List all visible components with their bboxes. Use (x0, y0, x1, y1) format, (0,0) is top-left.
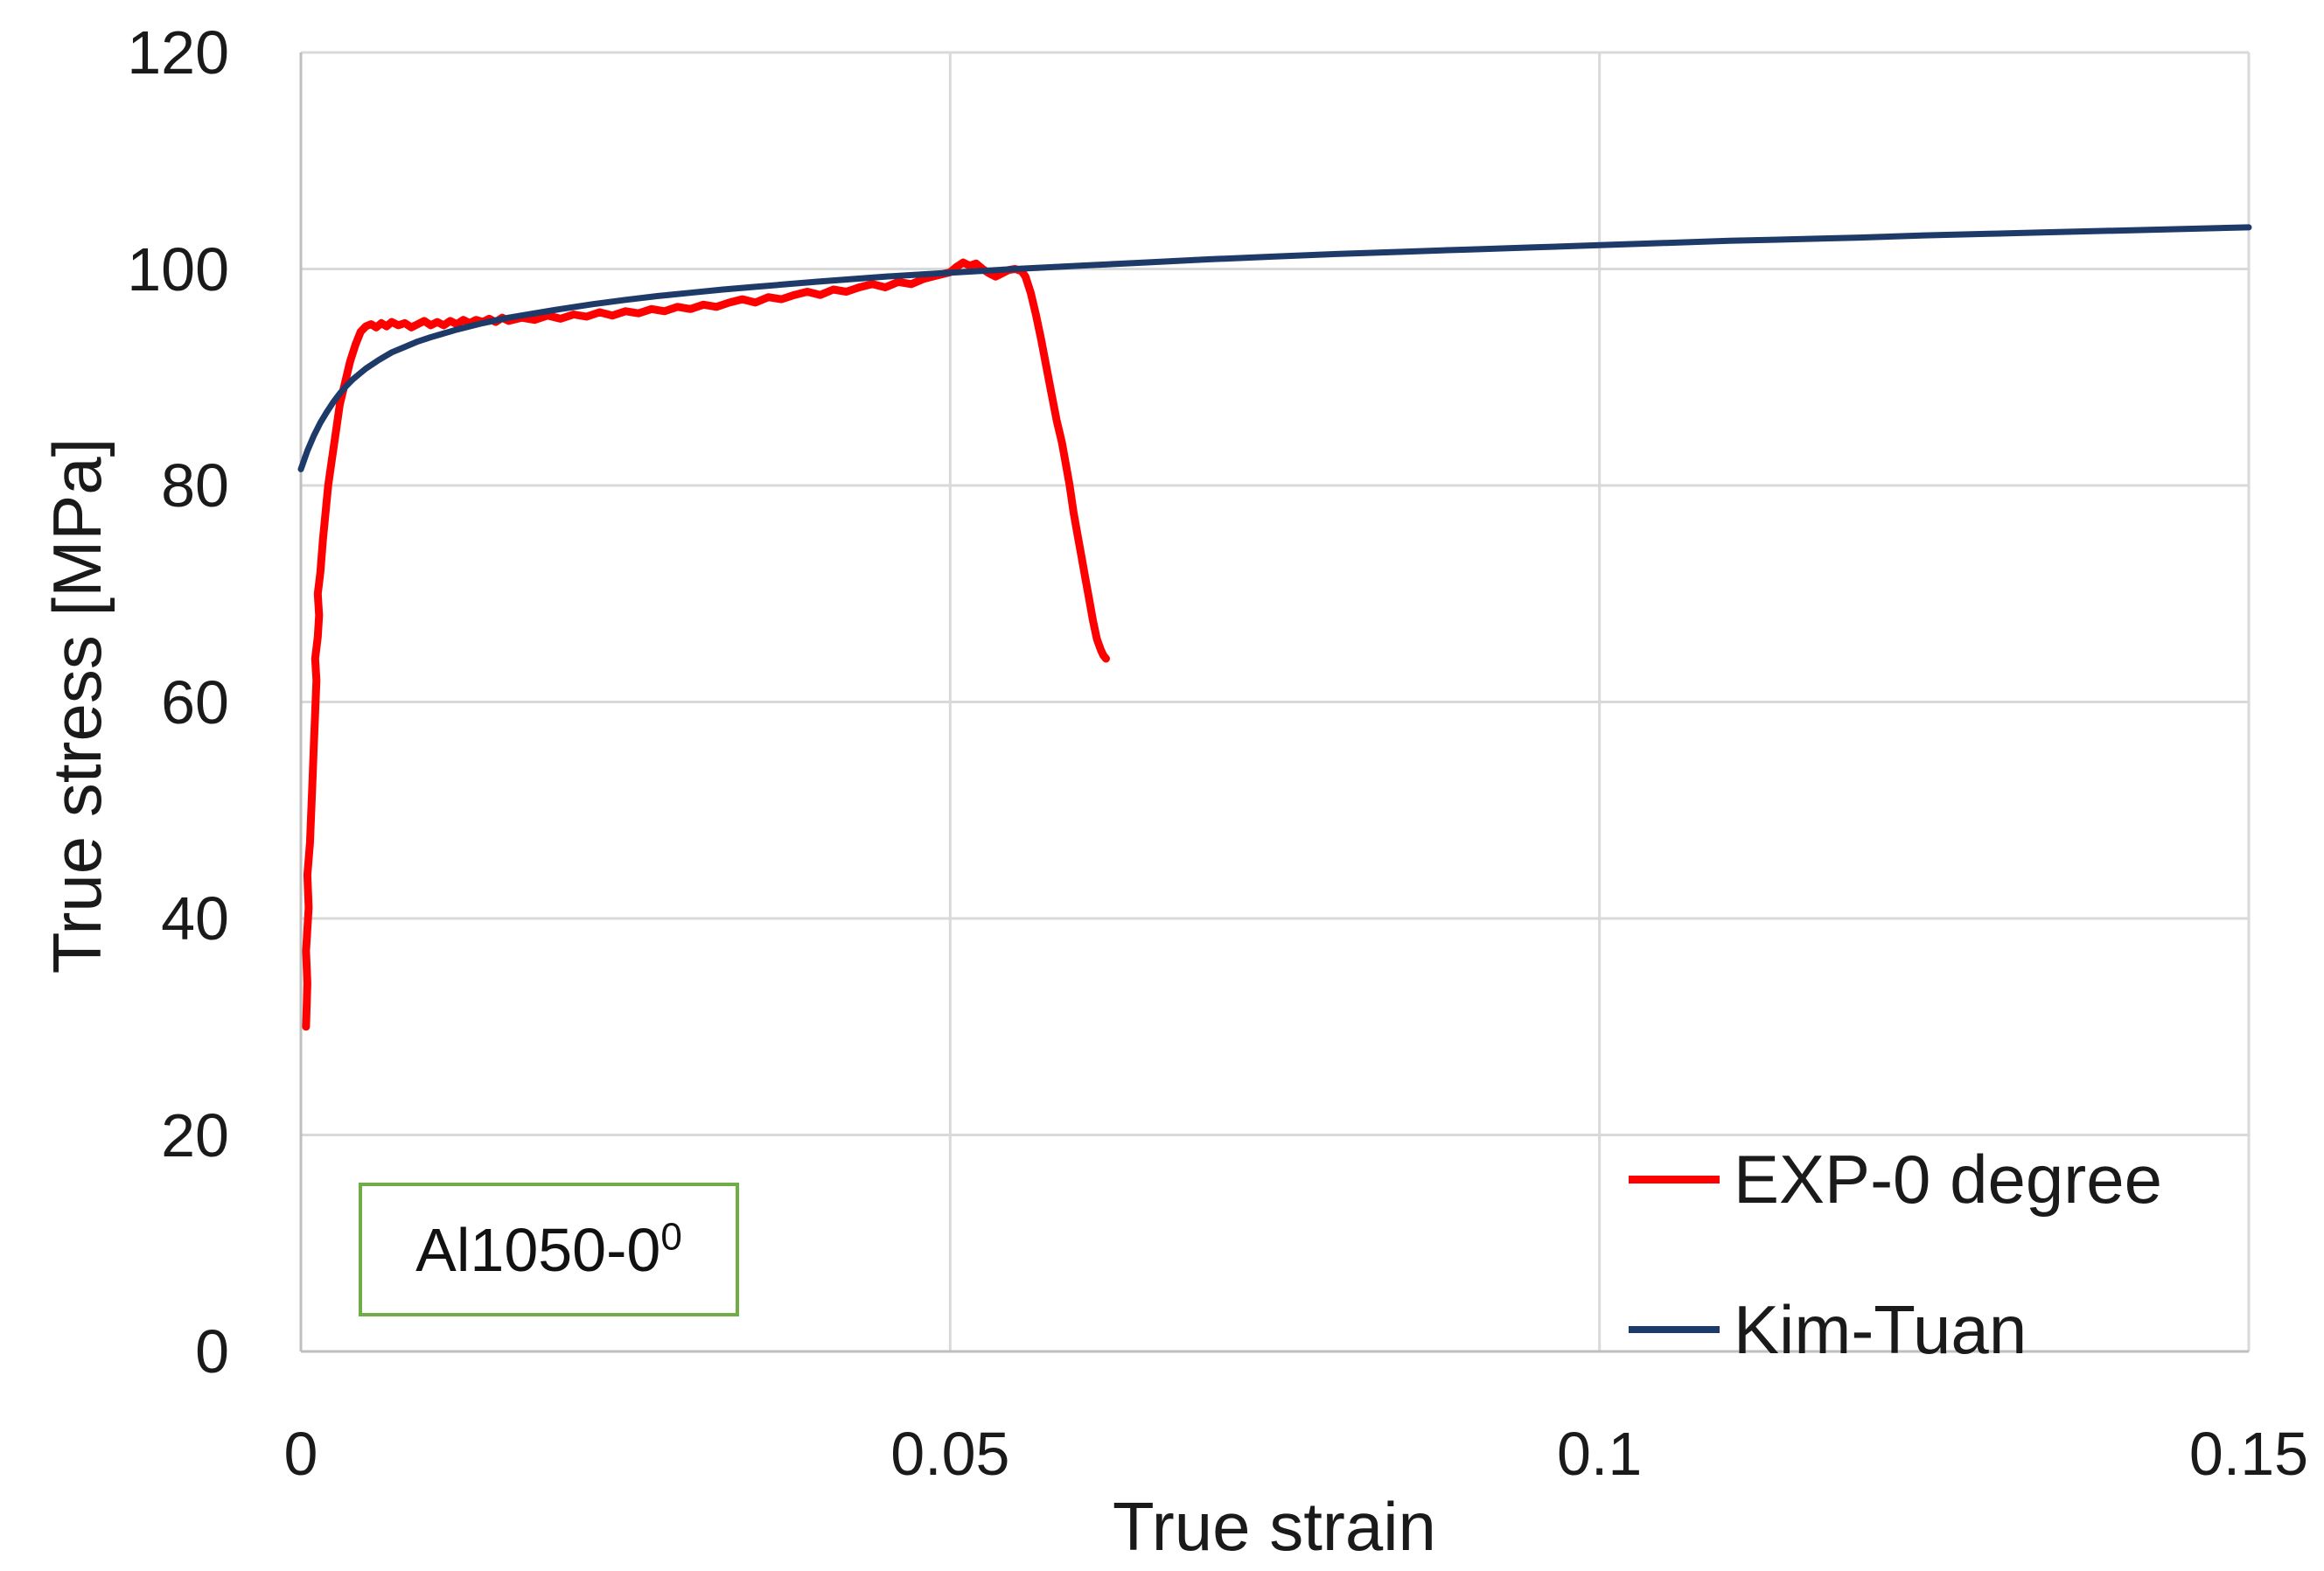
legend-entry-kim-tuan: Kim-Tuan (1629, 1288, 2162, 1372)
y-tick-label: 80 (161, 451, 229, 520)
annotation-superscript: 0 (660, 1215, 682, 1259)
y-tick-label: 100 (127, 234, 229, 304)
annotation-text: Al1050-00 (415, 1215, 682, 1284)
y-tick-label: 60 (161, 667, 229, 737)
annotation-box: Al1050-00 (359, 1183, 739, 1316)
y-tick-label: 0 (195, 1317, 229, 1386)
x-tick-label: 0.1 (1557, 1420, 1643, 1488)
x-tick-label: 0.15 (2188, 1420, 2309, 1488)
legend: EXP-0 degree Kim-Tuan (1629, 1137, 2162, 1438)
y-tick-label: 120 (127, 18, 229, 87)
legend-label-kim-tuan: Kim-Tuan (1734, 1291, 2027, 1368)
x-tick-label: 0 (283, 1420, 318, 1488)
y-tick-label: 20 (161, 1100, 229, 1170)
y-tick-label: 40 (161, 884, 229, 953)
series-line-exp-0-degree (302, 258, 1110, 1031)
x-tick-label: 0.05 (890, 1420, 1010, 1488)
legend-line-sample-kim-tuan-icon (1629, 1326, 1720, 1333)
legend-label-exp: EXP-0 degree (1734, 1141, 2162, 1218)
x-axis-title: True strain (1113, 1488, 1436, 1565)
legend-line-sample-exp-icon (1629, 1175, 1720, 1183)
y-axis-title: True stress [MPa] (38, 437, 115, 974)
series-line-kim-tuan (297, 224, 2252, 472)
legend-entry-exp-0-degree: EXP-0 degree (1629, 1137, 2162, 1221)
